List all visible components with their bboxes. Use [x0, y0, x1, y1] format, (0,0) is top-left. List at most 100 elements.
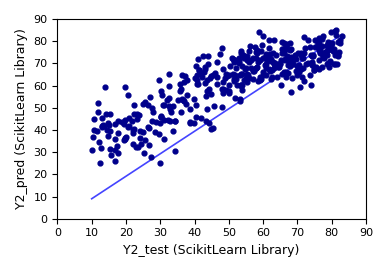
Point: [293, 57, 300, 61]
Point: [253, 48, 260, 52]
Point: [164, 98, 170, 103]
Point: [158, 115, 164, 120]
Point: [210, 125, 216, 130]
Point: [232, 66, 239, 70]
Point: [196, 68, 202, 72]
Point: [296, 85, 303, 89]
Point: [220, 80, 226, 84]
Point: [187, 107, 193, 112]
Point: [276, 65, 282, 69]
Point: [161, 137, 167, 141]
Point: [266, 67, 272, 71]
Point: [191, 121, 197, 125]
Point: [299, 56, 305, 60]
Point: [326, 65, 333, 69]
Point: [191, 97, 197, 102]
Point: [194, 78, 200, 82]
Point: [246, 49, 252, 54]
Point: [241, 56, 247, 61]
Point: [285, 70, 291, 75]
Point: [217, 52, 223, 56]
Point: [279, 47, 285, 51]
Point: [149, 105, 155, 110]
Point: [208, 127, 214, 131]
Point: [271, 66, 277, 70]
Point: [102, 85, 108, 89]
Point: [201, 70, 207, 74]
Point: [202, 81, 208, 85]
Point: [107, 129, 113, 133]
Point: [290, 62, 296, 66]
Point: [161, 103, 167, 107]
Point: [303, 62, 309, 66]
Point: [319, 37, 325, 41]
Point: [231, 79, 237, 83]
Point: [268, 76, 274, 81]
Point: [312, 45, 318, 50]
Point: [334, 40, 341, 44]
Point: [242, 66, 249, 71]
Point: [130, 131, 136, 135]
Point: [280, 47, 286, 51]
Point: [311, 67, 317, 72]
Point: [156, 78, 162, 82]
Point: [256, 30, 262, 35]
Point: [198, 72, 204, 76]
Point: [288, 46, 294, 51]
Point: [232, 58, 238, 63]
Point: [211, 104, 217, 108]
Point: [99, 124, 105, 129]
Point: [219, 87, 225, 91]
Point: [105, 133, 111, 138]
Point: [317, 46, 323, 51]
Point: [329, 41, 335, 45]
Point: [204, 106, 210, 111]
Point: [288, 90, 294, 94]
Point: [230, 60, 237, 64]
Point: [298, 75, 305, 80]
Point: [121, 138, 128, 142]
Point: [333, 28, 339, 32]
Point: [310, 52, 316, 57]
Point: [130, 127, 136, 132]
Point: [263, 65, 269, 70]
Point: [146, 143, 152, 147]
Point: [271, 62, 277, 67]
Point: [122, 118, 128, 123]
Point: [246, 76, 252, 80]
Point: [327, 59, 333, 63]
Point: [277, 57, 284, 62]
Point: [214, 82, 220, 86]
Point: [99, 125, 105, 129]
Point: [258, 43, 265, 47]
Point: [89, 148, 95, 152]
Point: [232, 73, 238, 77]
Point: [166, 84, 172, 88]
Point: [102, 112, 109, 116]
Point: [246, 60, 252, 64]
Point: [279, 51, 285, 55]
Point: [125, 93, 131, 97]
Point: [263, 73, 269, 78]
Point: [239, 64, 245, 69]
Point: [266, 38, 272, 43]
Point: [192, 76, 198, 81]
Point: [226, 91, 232, 95]
Point: [208, 92, 214, 96]
Point: [236, 59, 242, 64]
Point: [125, 123, 132, 128]
Point: [268, 75, 275, 79]
Point: [95, 101, 101, 105]
Point: [125, 125, 132, 130]
Point: [97, 146, 104, 150]
Point: [332, 61, 338, 66]
Point: [239, 88, 245, 93]
Point: [134, 112, 140, 116]
Point: [324, 44, 331, 48]
Point: [324, 53, 330, 57]
Point: [257, 58, 263, 62]
Point: [220, 87, 226, 92]
Point: [121, 122, 127, 126]
Point: [166, 95, 172, 100]
Point: [309, 53, 315, 58]
